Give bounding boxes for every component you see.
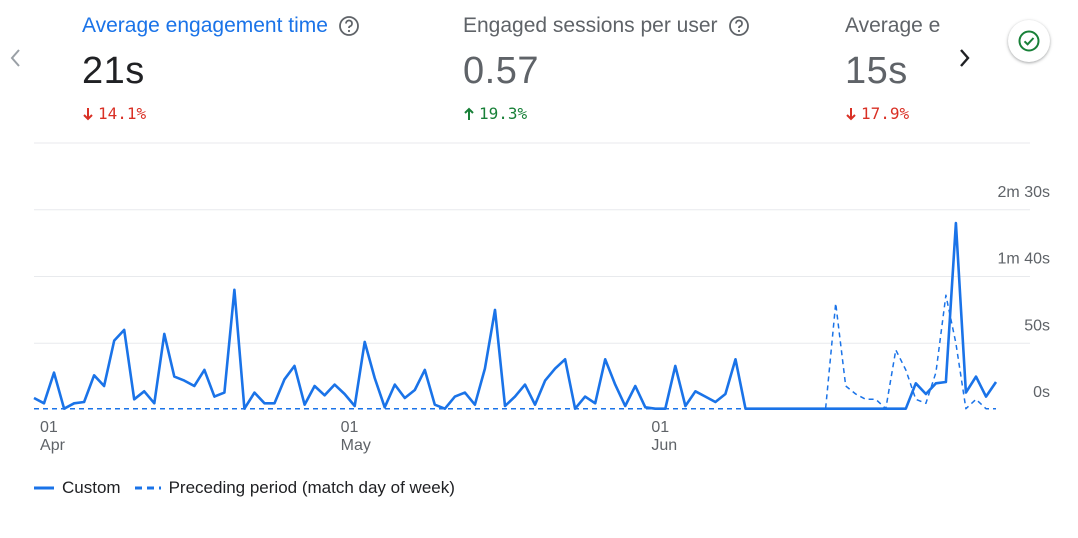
metric-change-value: 17.9% (861, 104, 910, 123)
x-tick-month: Jun (651, 437, 677, 454)
chart-legend: Custom Preceding period (match day of we… (34, 478, 469, 498)
x-tick-day: 01 (40, 419, 58, 436)
metric-value: 15s (845, 50, 908, 92)
arrow-down-icon (846, 107, 856, 120)
metric-title: Average engagement time (82, 14, 328, 37)
help-circle-icon[interactable] (338, 15, 360, 37)
next-button[interactable] (952, 40, 978, 76)
metric-change: 17.9% (845, 104, 909, 123)
metric-value: 21s (82, 50, 145, 92)
series-line-custom (33, 221, 998, 411)
arrow-up-icon (464, 107, 474, 120)
chevron-left-icon (10, 49, 20, 67)
status-indicator[interactable] (1008, 20, 1050, 62)
metric-title: Engaged sessions per user (463, 14, 718, 37)
dashed-line-swatch (134, 486, 161, 490)
metric-value: 0.57 (463, 50, 539, 92)
y-tick-label: 1m 40s (998, 251, 1050, 268)
previous-button[interactable] (4, 40, 26, 76)
x-tick-day: 01 (651, 419, 669, 436)
x-tick-month: Apr (40, 437, 66, 454)
check-circle-icon (1018, 30, 1040, 52)
legend-item-custom[interactable]: Custom (34, 478, 121, 498)
solid-line-swatch (34, 486, 54, 490)
y-tick-label: 50s (1024, 317, 1050, 334)
metric-change: 14.1% (82, 104, 146, 123)
arrow-down-icon (83, 107, 93, 120)
metric-cards: Average engagement time 21s 14.1% Engage… (0, 0, 950, 135)
y-tick-label: 0s (1033, 384, 1050, 401)
y-tick-label: 2m 30s (998, 184, 1050, 201)
x-tick-day: 01 (341, 419, 359, 436)
legend-label: Preceding period (match day of week) (168, 478, 455, 497)
metric-card-partial[interactable]: Average e 15s 17.9% (845, 0, 950, 135)
help-circle-icon[interactable] (728, 15, 750, 37)
legend-item-preceding[interactable]: Preceding period (match day of week) (134, 478, 455, 498)
chevron-right-icon (960, 49, 970, 67)
series-line-preceding (34, 294, 996, 410)
metric-change: 19.3% (463, 104, 527, 123)
legend-label: Custom (62, 478, 121, 497)
metric-change-value: 14.1% (98, 104, 147, 123)
metric-change-value: 19.3% (479, 104, 528, 123)
metric-title: Average e (845, 14, 941, 37)
x-tick-month: May (341, 437, 371, 454)
